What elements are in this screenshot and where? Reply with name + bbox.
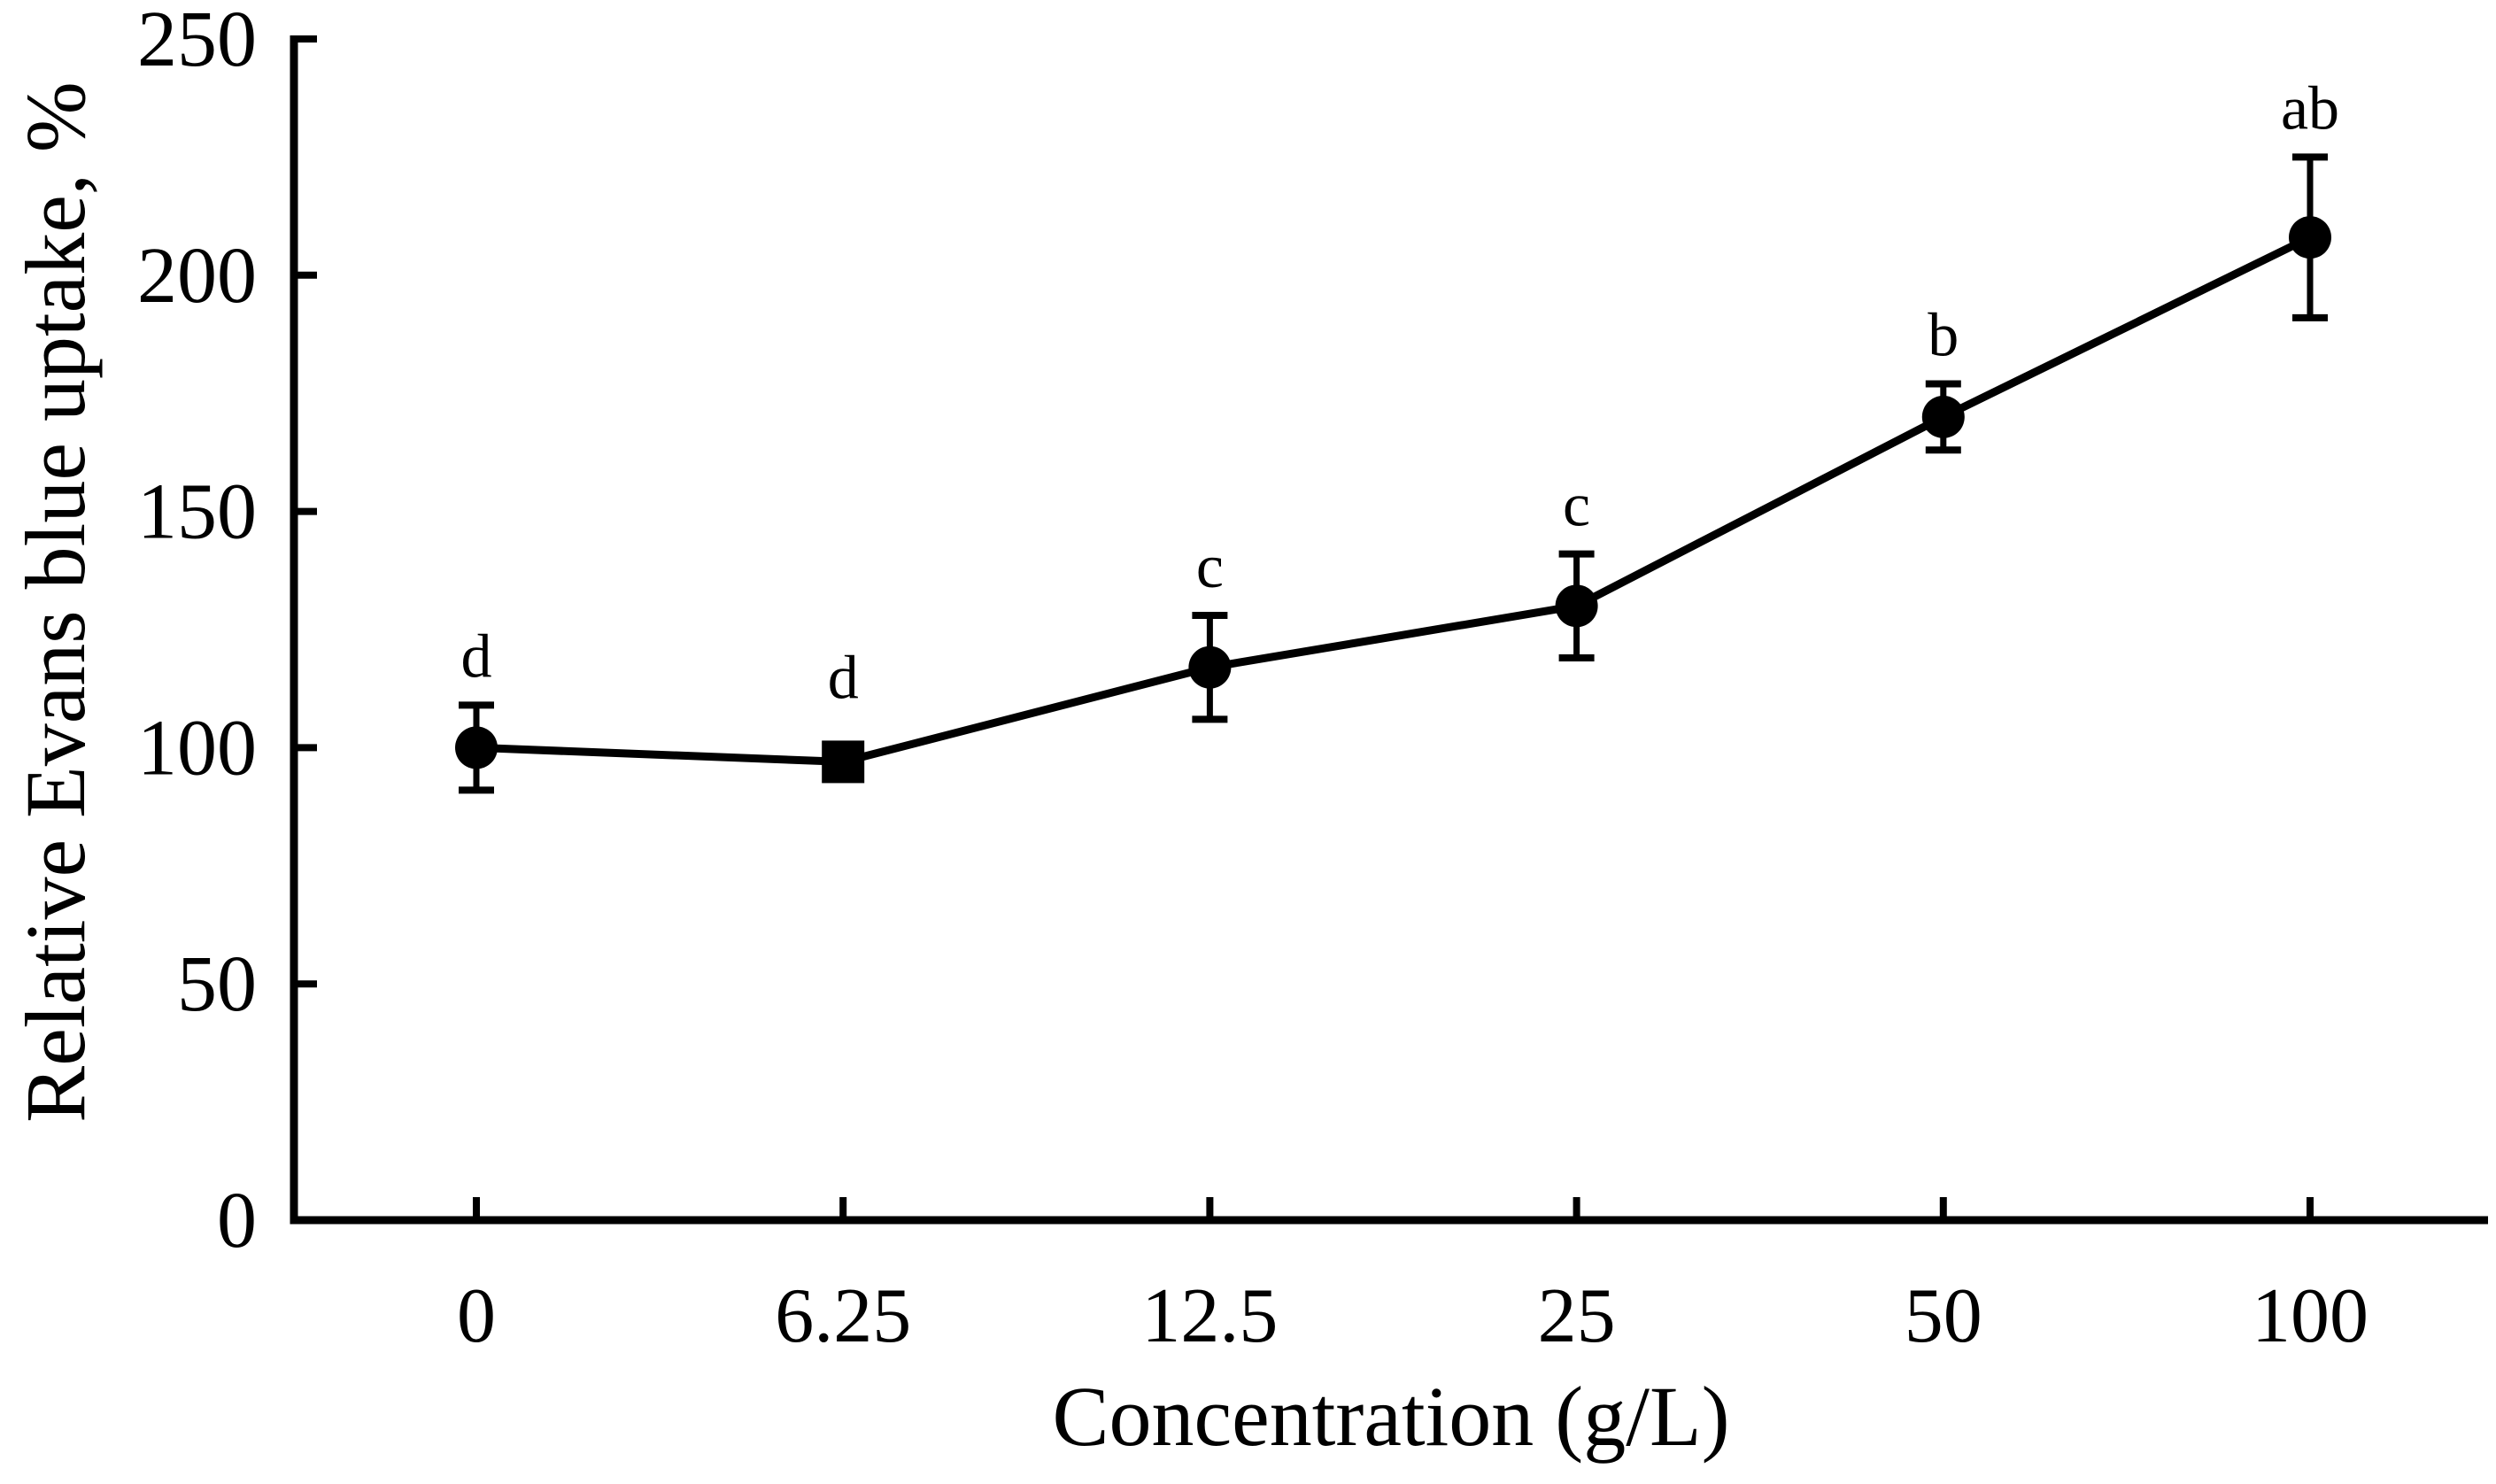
y-tick-label: 0	[217, 1177, 257, 1264]
data-point-marker-circle	[1555, 584, 1598, 628]
x-tick-label: 0	[457, 1273, 496, 1359]
y-tick-label: 150	[137, 468, 257, 556]
x-tick-label: 12.5	[1141, 1273, 1278, 1359]
significance-label: d	[461, 622, 492, 691]
data-point-marker-circle	[1188, 645, 1232, 689]
y-tick-label: 200	[137, 232, 257, 320]
data-point-marker-circle	[455, 726, 498, 769]
data-point-marker-square	[822, 740, 865, 784]
y-tick-label: 50	[177, 940, 257, 1028]
y-axis-title: Relative Evans blue uptake, %	[8, 81, 103, 1123]
significance-label: ab	[2281, 74, 2339, 143]
x-tick-label: 25	[1538, 1273, 1616, 1359]
x-tick-label: 6.25	[775, 1273, 911, 1359]
x-axis-title: Concentration (g/L)	[1052, 1369, 1729, 1464]
significance-label: c	[1196, 533, 1224, 601]
data-point-marker-circle	[2289, 216, 2331, 259]
data-point-marker-circle	[1921, 395, 1965, 438]
x-tick-label: 100	[2252, 1273, 2368, 1359]
significance-label: d	[828, 644, 859, 712]
y-tick-label: 100	[137, 704, 257, 792]
series-line	[475, 234, 2312, 766]
x-tick-label: 50	[1905, 1273, 1982, 1359]
y-tick-label: 250	[137, 0, 257, 83]
significance-label: c	[1563, 472, 1590, 540]
significance-label: b	[1928, 302, 1959, 370]
